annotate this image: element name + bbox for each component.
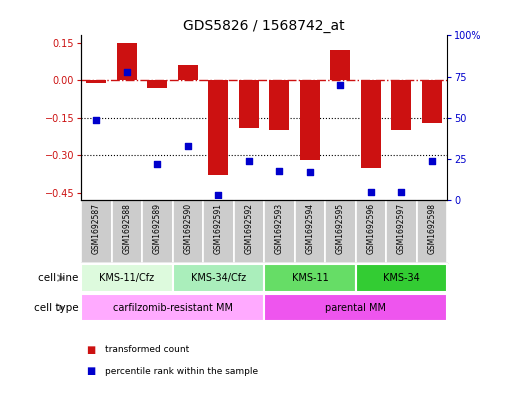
Bar — [325, 200, 356, 263]
Bar — [234, 200, 264, 263]
Text: KMS-34: KMS-34 — [383, 273, 420, 283]
Point — [122, 68, 131, 75]
Text: GSM1692591: GSM1692591 — [214, 203, 223, 254]
Bar — [86, 81, 106, 83]
Text: parental MM: parental MM — [325, 303, 386, 312]
Point — [428, 158, 436, 164]
Text: KMS-11/Cfz: KMS-11/Cfz — [99, 273, 154, 283]
Bar — [81, 200, 111, 263]
Point — [92, 116, 100, 123]
Point — [245, 158, 253, 164]
Text: GSM1692595: GSM1692595 — [336, 203, 345, 254]
Bar — [81, 264, 173, 292]
Bar — [356, 200, 386, 263]
Bar — [392, 81, 411, 130]
Bar — [300, 81, 320, 160]
Text: GSM1692598: GSM1692598 — [427, 203, 436, 254]
Bar — [178, 65, 198, 81]
Bar — [142, 200, 173, 263]
Bar — [264, 294, 447, 321]
Bar — [422, 81, 442, 123]
Point — [367, 189, 375, 195]
Bar — [111, 200, 142, 263]
Text: GSM1692597: GSM1692597 — [397, 203, 406, 254]
Bar — [203, 200, 234, 263]
Text: ■: ■ — [86, 345, 96, 355]
Bar — [386, 200, 417, 263]
Text: GSM1692596: GSM1692596 — [367, 203, 376, 254]
Bar — [239, 81, 259, 128]
Text: GSM1692590: GSM1692590 — [184, 203, 192, 254]
Text: KMS-34/Cfz: KMS-34/Cfz — [191, 273, 246, 283]
Bar — [81, 294, 264, 321]
Text: cell type: cell type — [34, 303, 78, 312]
Bar — [331, 50, 350, 81]
Point — [336, 82, 345, 88]
Point — [305, 169, 314, 176]
Text: cell line: cell line — [38, 273, 78, 283]
Text: carfilzomib-resistant MM: carfilzomib-resistant MM — [112, 303, 233, 312]
Bar — [173, 200, 203, 263]
Bar — [117, 43, 137, 81]
Bar — [147, 81, 167, 88]
Bar — [269, 81, 289, 130]
Text: KMS-11: KMS-11 — [291, 273, 328, 283]
Text: GSM1692587: GSM1692587 — [92, 203, 101, 254]
Text: GSM1692593: GSM1692593 — [275, 203, 284, 254]
Bar — [264, 264, 356, 292]
Text: GSM1692592: GSM1692592 — [244, 203, 253, 254]
Text: ■: ■ — [86, 366, 96, 376]
Bar — [361, 81, 381, 168]
Bar — [356, 264, 447, 292]
Point — [153, 161, 162, 167]
Text: transformed count: transformed count — [105, 345, 189, 354]
Bar — [294, 200, 325, 263]
Point — [214, 192, 222, 198]
Point — [184, 143, 192, 149]
Title: GDS5826 / 1568742_at: GDS5826 / 1568742_at — [183, 19, 345, 33]
Bar — [417, 200, 447, 263]
Bar — [264, 200, 294, 263]
Point — [275, 167, 283, 174]
Text: percentile rank within the sample: percentile rank within the sample — [105, 367, 258, 376]
Bar — [173, 264, 264, 292]
Point — [397, 189, 406, 195]
Text: GSM1692588: GSM1692588 — [122, 203, 131, 254]
Text: GSM1692594: GSM1692594 — [305, 203, 314, 254]
Bar — [209, 81, 228, 175]
Text: GSM1692589: GSM1692589 — [153, 203, 162, 254]
